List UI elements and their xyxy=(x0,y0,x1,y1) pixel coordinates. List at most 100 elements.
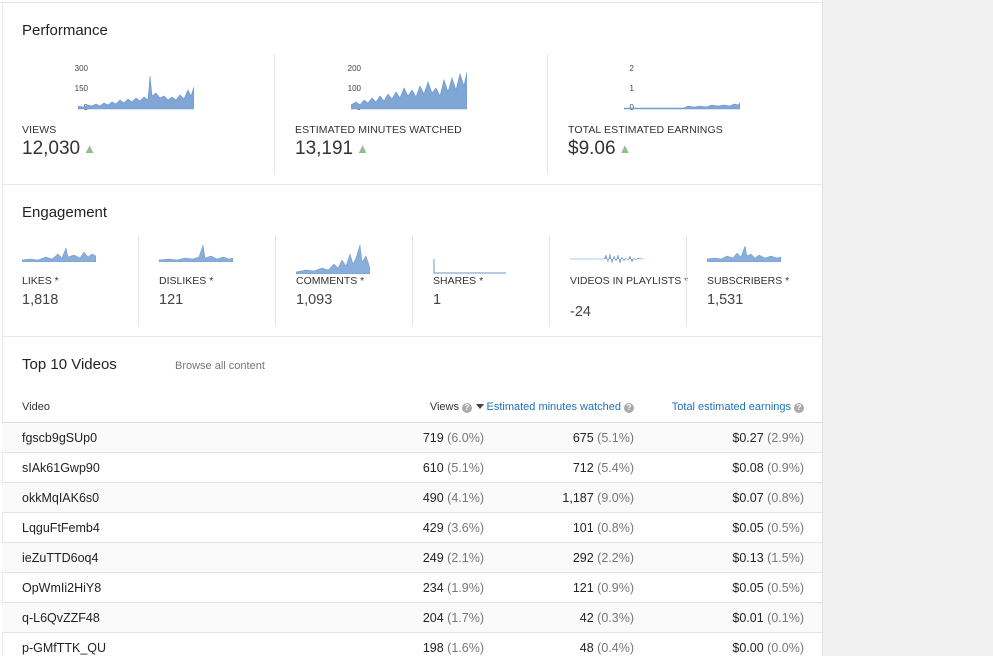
minutes-count: 101 xyxy=(572,520,594,535)
subscribers-label: SUBSCRIBERS * xyxy=(707,275,790,287)
top-border xyxy=(0,2,822,3)
subscribers-sparkline xyxy=(707,245,781,262)
subscribers-metric[interactable]: SUBSCRIBERS * 1,531 xyxy=(707,238,822,328)
earnings-percent: (0.5%) xyxy=(767,520,804,535)
minutes-cell: 48 (0.4%) xyxy=(484,632,652,656)
minutes-count: 1,187 xyxy=(562,490,594,505)
video-id-cell[interactable]: p-GMfTTK_QU xyxy=(2,632,262,656)
video-id-cell[interactable]: q-L6QvZZF48 xyxy=(2,602,262,633)
views-cell: 249 (2.1%) xyxy=(262,542,484,573)
views-percent: (1.6%) xyxy=(447,640,484,655)
earnings-tick-mid: 1 xyxy=(629,84,634,93)
views-count: 234 xyxy=(422,580,444,595)
table-row[interactable]: ieZuTTD6oq4 249 (2.1%) 292 (2.2%) $0.13 (1.… xyxy=(2,542,822,573)
video-id[interactable]: sIAk61Gwp90 xyxy=(22,460,100,475)
views-value: 12,030 ▲ xyxy=(22,138,96,160)
video-id-cell[interactable]: okkMqIAK6s0 xyxy=(2,482,262,513)
video-id[interactable]: p-GMfTTK_QU xyxy=(22,640,107,655)
earnings-cell: $0.05 (0.5%) xyxy=(652,512,822,543)
minutes-cell: 1,187 (9.0%) xyxy=(484,482,652,513)
video-id-cell[interactable]: fgscb9gSUp0 xyxy=(2,422,262,453)
views-percent: (6.0%) xyxy=(447,430,484,445)
views-percent: (5.1%) xyxy=(447,460,484,475)
video-id-cell[interactable]: ieZuTTD6oq4 xyxy=(2,542,262,573)
section-divider-2 xyxy=(2,336,822,337)
table-row[interactable]: p-GMfTTK_QU 198 (1.6%) 48 (0.4%) $0.00 (0.0… xyxy=(2,632,822,656)
minutes-metric[interactable]: 200 100 0 ESTIMATED MINUTES WATCHED 13,1… xyxy=(295,58,545,176)
minutes-percent: (5.1%) xyxy=(597,430,634,445)
minutes-percent: (0.4%) xyxy=(597,640,634,655)
video-id[interactable]: OpWmIi2HiY8 xyxy=(22,580,102,595)
earnings-column-header[interactable]: Total estimated earnings? xyxy=(652,392,822,423)
earnings-percent: (0.1%) xyxy=(767,610,804,625)
dislikes-metric[interactable]: DISLIKES * 121 xyxy=(159,238,289,328)
minutes-column-header[interactable]: Estimated minutes watched? xyxy=(484,392,652,423)
views-cell: 234 (1.9%) xyxy=(262,572,484,603)
earnings-amount: $0.00 xyxy=(732,640,764,655)
earnings-tick-zero: 0 xyxy=(629,103,634,112)
minutes-percent: (0.9%) xyxy=(597,580,634,595)
video-id-cell[interactable]: OpWmIi2HiY8 xyxy=(2,572,262,603)
minutes-percent: (5.4%) xyxy=(597,460,634,475)
table-row[interactable]: LqguFtFemb4 429 (3.6%) 101 (0.8%) $0.05 (0.… xyxy=(2,512,822,543)
earnings-cell: $0.08 (0.9%) xyxy=(652,452,822,483)
eng-divider-1 xyxy=(138,236,139,326)
shares-value: 1 xyxy=(433,292,442,308)
earnings-axis: 2 1 0 xyxy=(602,58,642,114)
help-icon[interactable]: ? xyxy=(462,403,472,413)
performance-title: Performance xyxy=(22,22,108,39)
video-id[interactable]: ieZuTTD6oq4 xyxy=(22,550,99,565)
views-count: 610 xyxy=(422,460,444,475)
minutes-cell: 101 (0.8%) xyxy=(484,512,652,543)
views-column-header[interactable]: Views? xyxy=(262,392,484,423)
minutes-header-label: Estimated minutes watched xyxy=(486,401,621,413)
earnings-percent: (0.5%) xyxy=(767,580,804,595)
earnings-amount: $0.07 xyxy=(732,490,764,505)
dislikes-label: DISLIKES * xyxy=(159,275,214,287)
video-id[interactable]: fgscb9gSUp0 xyxy=(22,430,98,445)
minutes-percent: (2.2%) xyxy=(597,550,634,565)
earnings-header-label: Total estimated earnings xyxy=(671,401,791,413)
top-videos-title: Top 10 Videos xyxy=(22,356,117,373)
views-count: 204 xyxy=(422,610,444,625)
table-row[interactable]: sIAk61Gwp90 610 (5.1%) 712 (5.4%) $0.08 (0.… xyxy=(2,452,822,483)
comments-metric[interactable]: COMMENTS * 1,093 xyxy=(296,238,426,328)
table-row[interactable]: okkMqIAK6s0 490 (4.1%) 1,187 (9.0%) $0.07 (… xyxy=(2,482,822,513)
video-id[interactable]: q-L6QvZZF48 xyxy=(22,610,100,625)
views-percent: (3.6%) xyxy=(447,520,484,535)
video-column-header[interactable]: Video xyxy=(2,392,262,423)
views-metric[interactable]: 300 150 0 VIEWS 12,030▲ xyxy=(22,58,272,176)
browse-all-content-link[interactable]: Browse all content xyxy=(175,360,265,372)
video-id-cell[interactable]: sIAk61Gwp90 xyxy=(2,452,262,483)
table-row[interactable]: OpWmIi2HiY8 234 (1.9%) 121 (0.9%) $0.05 (0.… xyxy=(2,572,822,603)
minutes-count: 712 xyxy=(572,460,594,475)
earnings-value: $9.06 ▲ xyxy=(568,138,631,160)
table-row[interactable]: q-L6QvZZF48 204 (1.7%) 42 (0.3%) $0.01 (0.1… xyxy=(2,602,822,633)
earnings-metric[interactable]: 2 1 0 TOTAL ESTIMATED EARNINGS $9.06 ▲ xyxy=(568,58,818,176)
views-count: 249 xyxy=(422,550,444,565)
videos-in-playlists-metric[interactable]: VIDEOS IN PLAYLISTS * -24 xyxy=(570,238,700,328)
dislikes-value: 121 xyxy=(159,292,184,308)
views-count: 429 xyxy=(422,520,444,535)
earnings-amount: $0.01 xyxy=(732,610,764,625)
playlists-value: -24 xyxy=(570,304,591,320)
views-cell: 490 (4.1%) xyxy=(262,482,484,513)
minutes-percent: (0.3%) xyxy=(597,610,634,625)
help-icon[interactable]: ? xyxy=(624,403,634,413)
views-tick-mid: 150 xyxy=(74,84,88,93)
earnings-amount: $0.27 xyxy=(732,430,764,445)
views-count: 719 xyxy=(422,430,444,445)
likes-metric[interactable]: LIKES * 1,818 xyxy=(22,238,152,328)
video-id[interactable]: okkMqIAK6s0 xyxy=(22,490,100,505)
sort-desc-icon[interactable] xyxy=(476,404,484,409)
help-icon[interactable]: ? xyxy=(794,403,804,413)
views-percent: (4.1%) xyxy=(447,490,484,505)
video-id[interactable]: LqguFtFemb4 xyxy=(22,520,100,535)
views-count: 490 xyxy=(422,490,444,505)
earnings-amount: $0.05 xyxy=(732,520,764,535)
earnings-percent: (0.8%) xyxy=(767,490,804,505)
shares-metric[interactable]: SHARES * 1 xyxy=(433,238,563,328)
video-id-cell[interactable]: LqguFtFemb4 xyxy=(2,512,262,543)
dislikes-sparkline xyxy=(159,244,233,262)
table-row[interactable]: fgscb9gSUp0 719 (6.0%) 675 (5.1%) $0.27 (2.… xyxy=(2,422,822,453)
